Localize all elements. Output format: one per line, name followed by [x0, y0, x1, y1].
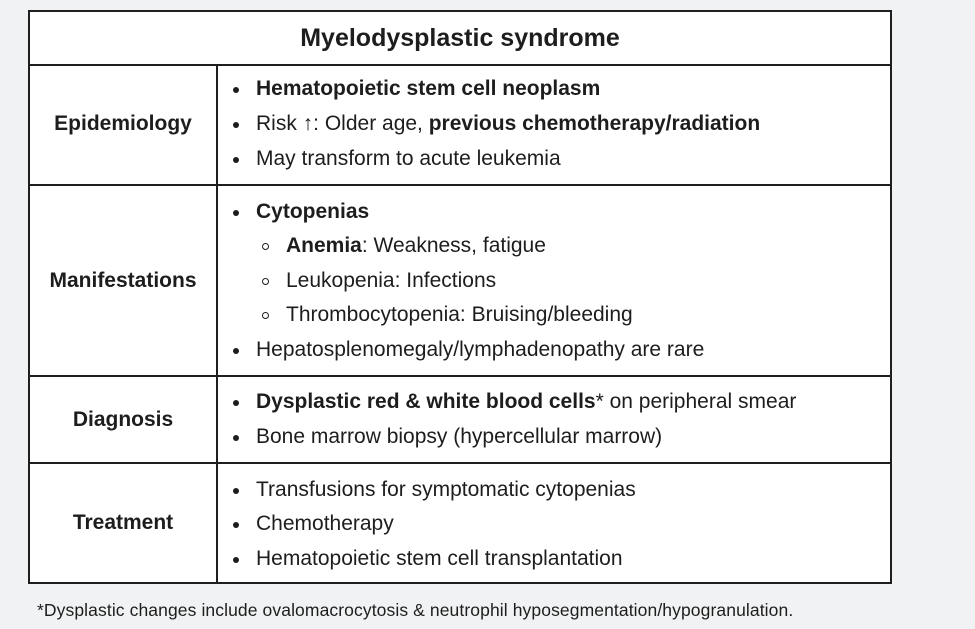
row-body-manifestations: Cytopenias Anemia: Weakness, fatigue Leu… — [218, 186, 890, 375]
bullet-icon — [233, 435, 239, 441]
summary-table: Myelodysplastic syndrome Epidemiology He… — [28, 10, 892, 584]
row-body-diagnosis: Dysplastic red & white blood cells* on p… — [218, 377, 890, 462]
table-title: Myelodysplastic syndrome — [30, 12, 890, 66]
row-label-diagnosis: Diagnosis — [30, 377, 218, 462]
bullet-icon — [233, 348, 239, 354]
row-diagnosis: Diagnosis Dysplastic red & white blood c… — [30, 377, 890, 464]
bullet-icon — [233, 87, 239, 93]
circle-bullet-icon — [262, 278, 269, 285]
row-body-treatment: Transfusions for symptomatic cytopenias … — [218, 464, 890, 582]
circle-bullet-icon — [262, 243, 269, 250]
footnote: *Dysplastic changes include ovalomacrocy… — [37, 600, 794, 620]
row-treatment: Treatment Transfusions for symptomatic c… — [30, 464, 890, 582]
row-manifestations: Manifestations Cytopenias Anemia: Weakne… — [30, 186, 890, 377]
bullet-icon — [233, 557, 239, 563]
row-label-manifestations: Manifestations — [30, 186, 218, 375]
bullet-icon — [233, 400, 239, 406]
circle-bullet-icon — [262, 312, 269, 319]
bullet-icon — [233, 122, 239, 128]
row-label-treatment: Treatment — [30, 464, 218, 582]
bullet-icon — [233, 157, 239, 163]
bullet-icon — [233, 522, 239, 528]
bullet-icon — [233, 210, 239, 216]
row-epidemiology: Epidemiology Hematopoietic stem cell neo… — [30, 64, 890, 186]
bullet-icon — [233, 488, 239, 494]
row-body-epidemiology: Hematopoietic stem cell neoplasm Risk ↑:… — [218, 64, 890, 184]
row-label-epidemiology: Epidemiology — [30, 64, 218, 184]
